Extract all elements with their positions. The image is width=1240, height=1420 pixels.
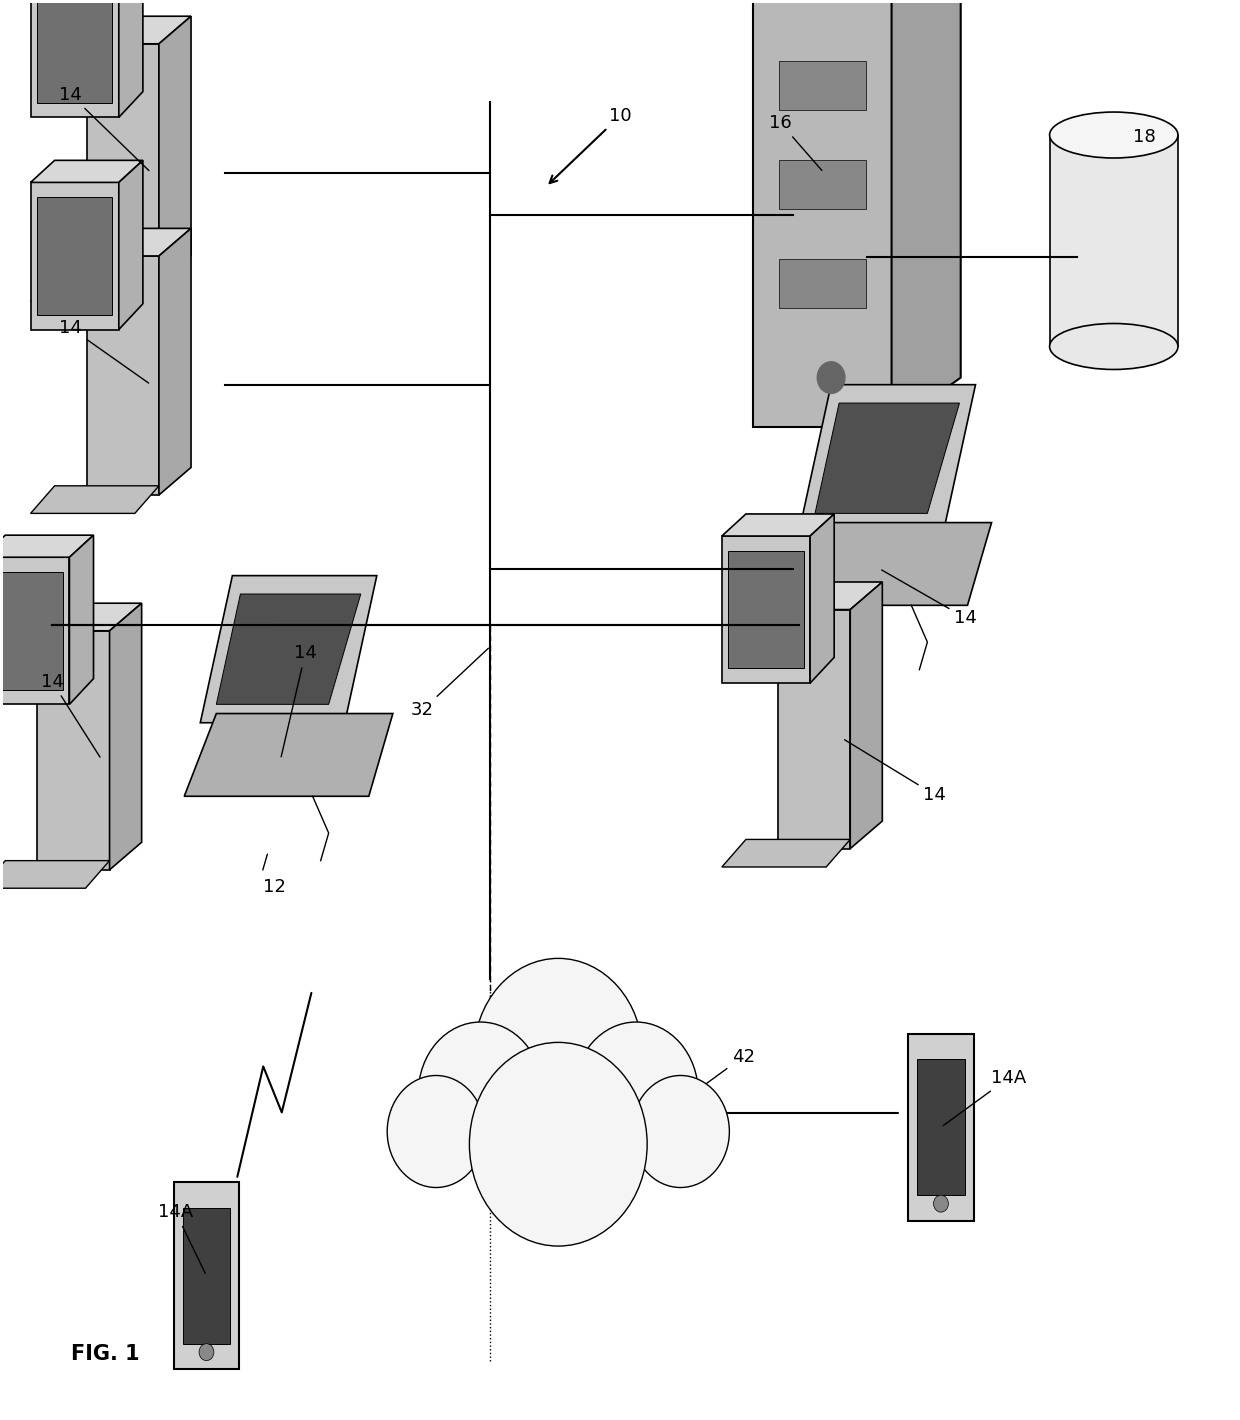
Polygon shape — [799, 385, 976, 531]
Text: 14: 14 — [60, 320, 149, 383]
Polygon shape — [918, 1059, 965, 1196]
Circle shape — [817, 362, 844, 393]
Polygon shape — [722, 839, 851, 868]
Polygon shape — [37, 604, 141, 630]
Polygon shape — [754, 0, 892, 427]
Circle shape — [474, 959, 642, 1152]
Polygon shape — [159, 16, 191, 283]
Polygon shape — [69, 535, 93, 704]
Polygon shape — [777, 582, 883, 609]
Polygon shape — [892, 0, 961, 427]
Polygon shape — [182, 1208, 231, 1343]
Polygon shape — [87, 229, 191, 256]
Polygon shape — [87, 256, 159, 496]
Polygon shape — [87, 44, 159, 283]
Text: 14: 14 — [281, 645, 316, 757]
Ellipse shape — [1049, 324, 1178, 369]
Text: 14: 14 — [60, 85, 149, 170]
Polygon shape — [31, 160, 143, 182]
Polygon shape — [779, 258, 866, 308]
Polygon shape — [31, 182, 119, 329]
Text: 14: 14 — [844, 740, 946, 804]
Text: 42: 42 — [678, 1048, 755, 1105]
Text: 16: 16 — [769, 114, 822, 170]
Polygon shape — [201, 575, 377, 723]
Polygon shape — [0, 535, 93, 557]
Text: 18: 18 — [1133, 128, 1156, 146]
Polygon shape — [37, 0, 113, 102]
Polygon shape — [782, 523, 992, 605]
Text: 32: 32 — [410, 649, 489, 719]
Text: IP: IP — [536, 1089, 556, 1109]
Polygon shape — [119, 160, 143, 329]
Ellipse shape — [1049, 112, 1178, 158]
Polygon shape — [31, 274, 159, 301]
Polygon shape — [909, 1034, 973, 1221]
Polygon shape — [174, 1183, 239, 1369]
Circle shape — [470, 1042, 647, 1247]
Polygon shape — [37, 197, 113, 315]
Text: 14A: 14A — [944, 1069, 1027, 1126]
Polygon shape — [815, 403, 960, 514]
Polygon shape — [119, 0, 143, 118]
Polygon shape — [722, 514, 835, 535]
Polygon shape — [779, 160, 866, 209]
Polygon shape — [722, 535, 810, 683]
Text: FIG. 1: FIG. 1 — [71, 1343, 139, 1363]
Polygon shape — [851, 582, 883, 849]
Polygon shape — [159, 229, 191, 496]
Circle shape — [631, 1075, 729, 1187]
Text: 14: 14 — [41, 673, 100, 757]
Polygon shape — [37, 630, 109, 870]
Polygon shape — [1049, 135, 1178, 346]
Polygon shape — [216, 594, 361, 704]
Polygon shape — [109, 604, 141, 870]
Text: 10: 10 — [549, 106, 631, 183]
Polygon shape — [0, 572, 63, 690]
Polygon shape — [0, 861, 109, 889]
Polygon shape — [728, 551, 804, 669]
Polygon shape — [810, 514, 835, 683]
Circle shape — [574, 1022, 698, 1164]
Polygon shape — [777, 609, 851, 849]
Polygon shape — [0, 557, 69, 704]
Polygon shape — [779, 61, 866, 111]
Text: 14: 14 — [882, 569, 977, 628]
Polygon shape — [31, 0, 119, 118]
Circle shape — [418, 1022, 543, 1164]
Text: 12: 12 — [263, 878, 285, 896]
Circle shape — [387, 1075, 485, 1187]
Polygon shape — [87, 16, 191, 44]
Polygon shape — [185, 713, 393, 797]
Text: 14A: 14A — [157, 1203, 206, 1274]
Circle shape — [934, 1196, 949, 1213]
Circle shape — [200, 1343, 213, 1360]
Polygon shape — [31, 486, 159, 514]
